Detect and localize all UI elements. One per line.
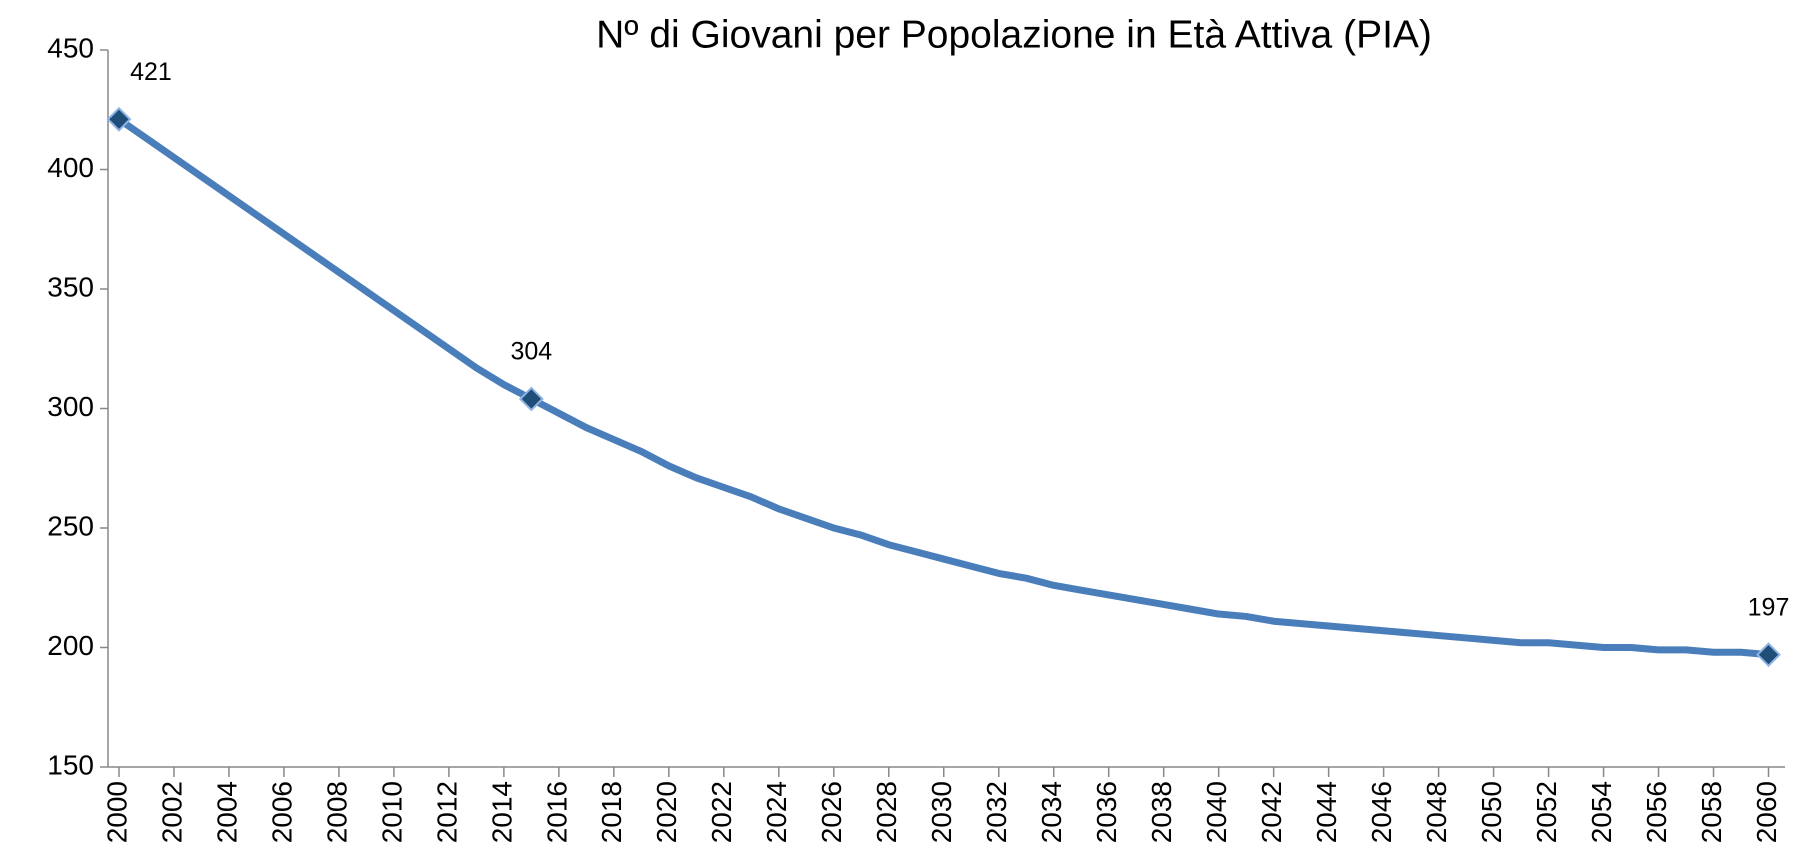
x-tick-label: 2042: [1256, 781, 1287, 843]
y-tick-label: 250: [47, 510, 94, 541]
x-tick-label: 2040: [1201, 781, 1232, 843]
x-tick-label: 2004: [211, 781, 242, 843]
x-tick-label: 2030: [926, 781, 957, 843]
x-tick-label: 2036: [1091, 781, 1122, 843]
y-tick-label: 200: [47, 630, 94, 661]
x-tick-label: 2012: [431, 781, 462, 843]
x-tick-label: 2032: [981, 781, 1012, 843]
x-tick-label: 2016: [541, 781, 572, 843]
x-tick-label: 2050: [1476, 781, 1507, 843]
data-marker: [106, 106, 132, 132]
y-tick-label: 350: [47, 271, 94, 302]
x-tick-label: 2026: [816, 781, 847, 843]
x-tick-label: 2006: [266, 781, 297, 843]
x-tick-label: 2000: [101, 781, 132, 843]
x-tick-label: 2002: [156, 781, 187, 843]
x-tick-label: 2022: [706, 781, 737, 843]
x-tick-label: 2008: [321, 781, 352, 843]
x-tick-label: 2060: [1751, 781, 1782, 843]
y-tick-label: 150: [47, 749, 94, 780]
data-label: 197: [1748, 593, 1790, 621]
y-tick-label: 300: [47, 391, 94, 422]
data-marker: [1756, 642, 1781, 668]
x-tick-label: 2010: [376, 781, 407, 843]
x-tick-label: 2046: [1366, 781, 1397, 843]
data-label: 421: [130, 58, 172, 86]
x-tick-label: 2044: [1311, 781, 1342, 843]
x-tick-label: 2058: [1696, 781, 1727, 843]
x-tick-label: 2020: [651, 781, 682, 843]
x-tick-label: 2052: [1531, 781, 1562, 843]
x-tick-label: 2056: [1641, 781, 1672, 843]
chart-title: Nº di Giovani per Popolazione in Età Att…: [596, 13, 1432, 56]
y-tick-label: 450: [47, 32, 94, 63]
data-label: 304: [511, 338, 553, 366]
y-tick-label: 400: [47, 152, 94, 183]
x-tick-label: 2028: [871, 781, 902, 843]
x-tick-label: 2034: [1036, 781, 1067, 843]
x-tick-label: 2018: [596, 781, 627, 843]
x-tick-label: 2048: [1421, 781, 1452, 843]
x-tick-label: 2054: [1586, 781, 1617, 843]
x-tick-label: 2038: [1146, 781, 1177, 843]
x-tick-label: 2014: [486, 781, 517, 843]
data-line: [115, 115, 1772, 659]
x-tick-label: 2024: [761, 781, 792, 843]
data-marker: [518, 386, 544, 412]
